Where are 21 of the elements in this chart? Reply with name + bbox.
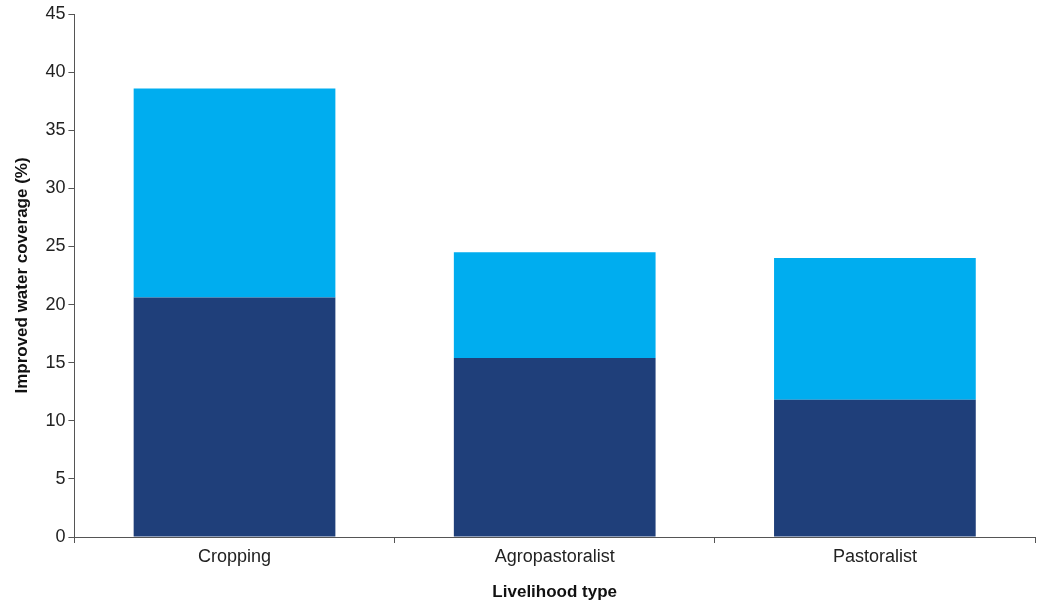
x-axis-title: Livelihood type — [492, 582, 618, 602]
bar — [133, 297, 336, 537]
y-tick-label: 25 — [45, 235, 66, 256]
y-axis-title: Improved water coverage (%) — [11, 157, 31, 394]
bar — [453, 358, 656, 537]
bar — [133, 88, 336, 298]
y-tick-label: 15 — [45, 351, 66, 372]
y-tick-label: 10 — [45, 409, 66, 430]
bar — [774, 258, 976, 400]
y-tick-label: 40 — [45, 61, 66, 82]
y-tick-label: 20 — [45, 293, 66, 314]
bar — [453, 252, 656, 359]
x-tick-label: Agropastoralist — [494, 545, 615, 566]
y-tick-label: 45 — [45, 2, 66, 23]
bar — [774, 399, 976, 537]
y-tick-label: 0 — [55, 525, 66, 546]
x-tick-label: Pastoralist — [832, 545, 917, 566]
x-tick-label: Cropping — [197, 545, 272, 566]
y-tick-label: 5 — [55, 467, 66, 488]
y-tick-label: 35 — [45, 119, 66, 140]
y-tick-label: 30 — [45, 177, 66, 198]
